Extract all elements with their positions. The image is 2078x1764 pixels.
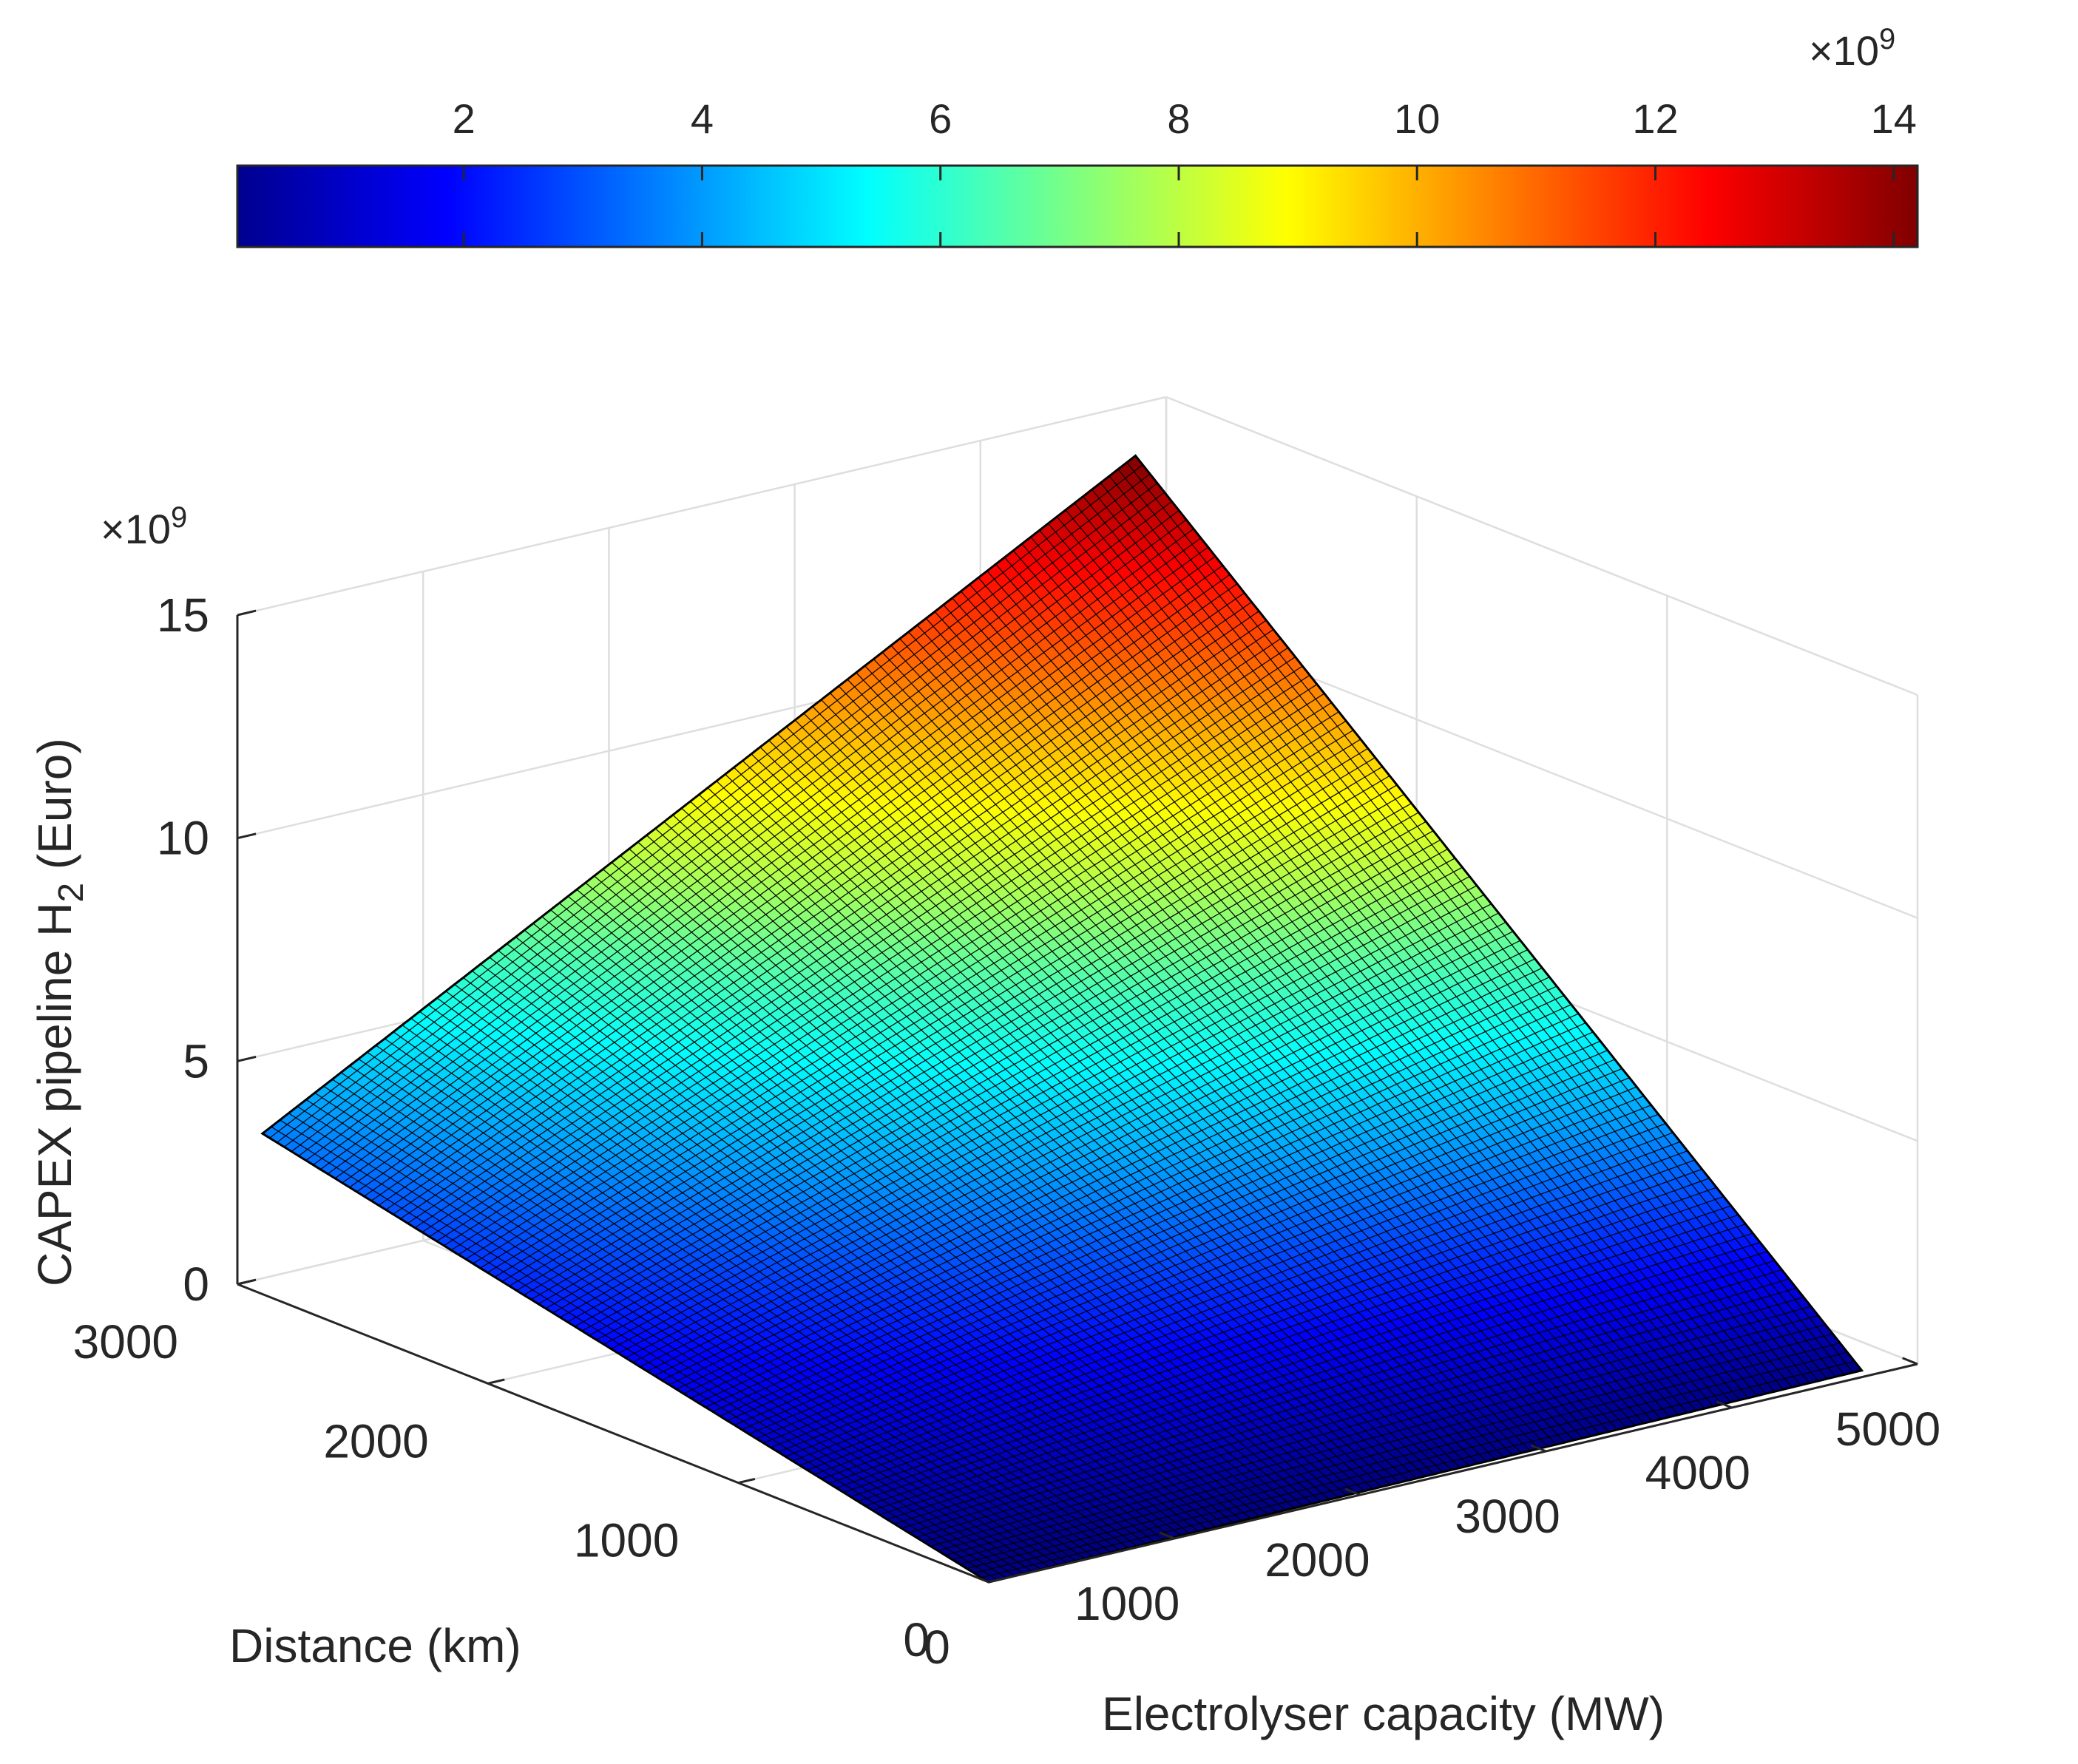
colorbar-tick-label: 6 bbox=[929, 95, 952, 142]
colorbar-gradient bbox=[236, 164, 1919, 248]
colorbar-tick-label: 10 bbox=[1394, 95, 1440, 142]
colorbar-tick-label: 12 bbox=[1632, 95, 1678, 142]
side-wall-grid-line bbox=[1165, 396, 1918, 696]
surface-mesh bbox=[260, 454, 1864, 1584]
back-wall-grid-line bbox=[237, 396, 1167, 617]
colorbar-tick-label: 8 bbox=[1167, 95, 1190, 142]
colorbar-ticks: 2 4 6 8 10 12 14 bbox=[453, 95, 1917, 247]
colorbar-exponent: ×109 bbox=[1809, 23, 1895, 74]
colorbar-tick-label: 14 bbox=[1871, 95, 1917, 142]
colorbar-tick-label: 4 bbox=[691, 95, 714, 142]
colorbar-tick-label: 2 bbox=[453, 95, 475, 142]
colorbar: 2 4 6 8 10 12 14 ×109 bbox=[236, 23, 1919, 248]
